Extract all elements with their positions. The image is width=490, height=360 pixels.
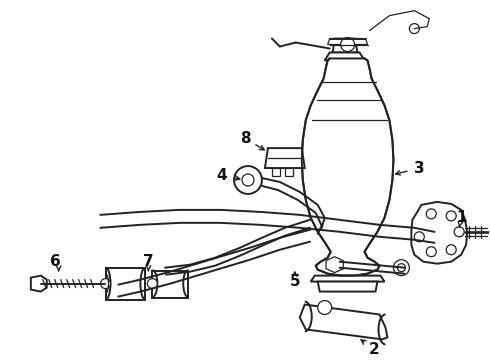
- Polygon shape: [152, 271, 188, 298]
- Text: 2: 2: [369, 342, 380, 357]
- Circle shape: [415, 232, 424, 242]
- Circle shape: [100, 279, 111, 289]
- Text: 1: 1: [456, 210, 466, 225]
- Circle shape: [318, 301, 332, 315]
- Circle shape: [242, 174, 254, 186]
- Polygon shape: [325, 53, 365, 60]
- Circle shape: [147, 279, 157, 289]
- Polygon shape: [328, 39, 368, 45]
- Polygon shape: [31, 276, 47, 292]
- Text: 7: 7: [143, 254, 154, 269]
- Polygon shape: [333, 39, 358, 53]
- Circle shape: [426, 247, 436, 257]
- Circle shape: [397, 264, 405, 272]
- Circle shape: [454, 227, 464, 237]
- Circle shape: [234, 166, 262, 194]
- Text: 4: 4: [217, 167, 227, 183]
- Polygon shape: [318, 282, 377, 292]
- Polygon shape: [300, 305, 388, 339]
- Text: 5: 5: [290, 274, 300, 289]
- Polygon shape: [272, 168, 280, 176]
- Polygon shape: [311, 276, 385, 282]
- Circle shape: [446, 211, 456, 221]
- Text: 3: 3: [414, 161, 425, 176]
- Text: 6: 6: [50, 254, 61, 269]
- Circle shape: [393, 260, 409, 276]
- Polygon shape: [302, 58, 393, 276]
- Polygon shape: [105, 268, 146, 300]
- Polygon shape: [285, 168, 293, 176]
- Polygon shape: [412, 202, 467, 264]
- Text: 8: 8: [240, 131, 250, 146]
- Circle shape: [446, 245, 456, 255]
- Polygon shape: [265, 148, 305, 168]
- Circle shape: [426, 209, 436, 219]
- Circle shape: [341, 37, 355, 51]
- Circle shape: [409, 24, 419, 33]
